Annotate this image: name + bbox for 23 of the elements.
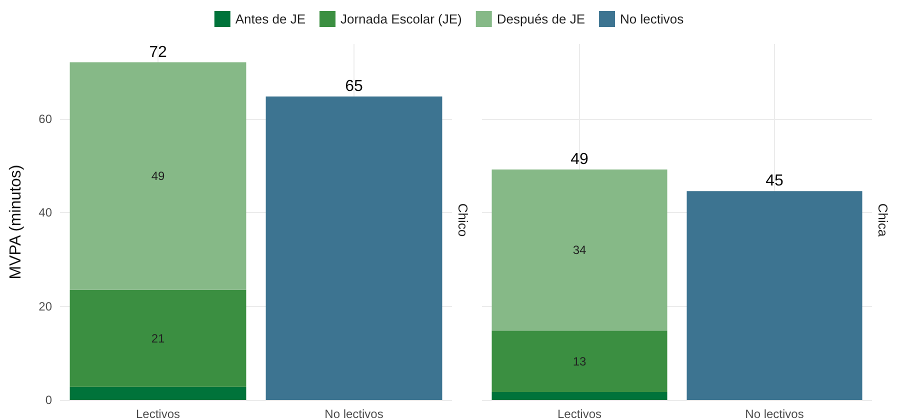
x-tick-label: Lectivos [557, 407, 602, 420]
data-label: 21 [151, 331, 165, 346]
y-tick-label: 60 [38, 112, 52, 126]
legend-label: Jornada Escolar (JE) [340, 12, 462, 26]
total-label: 45 [766, 172, 784, 190]
total-label: 49 [570, 151, 588, 168]
y-axis-title: MVPA (minutos) [8, 164, 24, 280]
legend-label: No lectivos [620, 12, 684, 26]
y-tick-label: 0 [45, 393, 52, 407]
x-tick-label: No lectivos [745, 407, 804, 420]
y-tick-label: 20 [38, 299, 52, 314]
text: Chico [456, 203, 470, 237]
x-tick-label: Lectivos [136, 407, 180, 420]
y-tick-label: 40 [38, 206, 52, 220]
total-label: 72 [149, 44, 167, 61]
total-label: 65 [345, 78, 363, 95]
text: Chica [876, 203, 890, 238]
data-label: 49 [151, 169, 165, 184]
legend-label: Antes de JE [235, 12, 306, 26]
data-label: 13 [572, 354, 586, 368]
legend-label: Después de JE [496, 12, 586, 26]
x-tick-label: No lectivos [324, 407, 384, 420]
data-label: 34 [572, 243, 586, 258]
